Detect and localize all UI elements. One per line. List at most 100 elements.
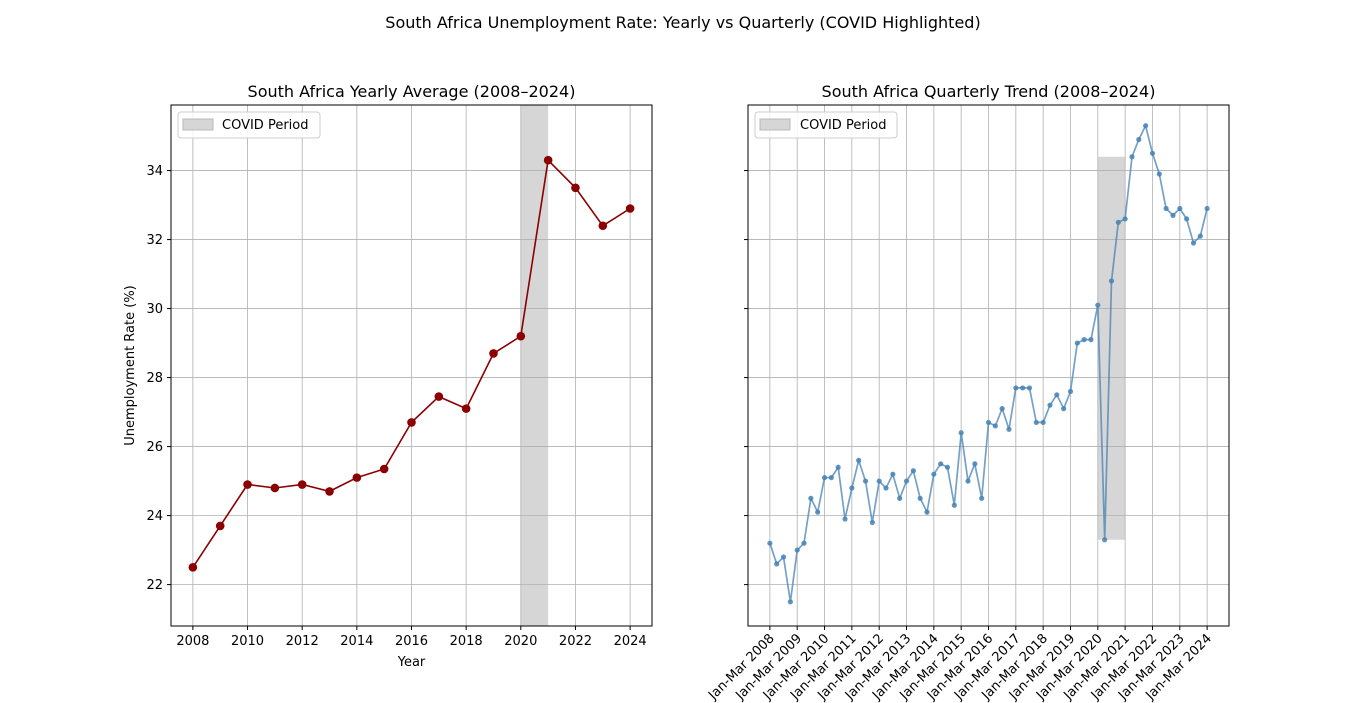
yearly-x-tick-label: 2008 bbox=[176, 634, 209, 649]
quarterly-legend-label: COVID Period bbox=[800, 118, 887, 133]
quarterly-data-point bbox=[767, 540, 773, 546]
quarterly-data-point bbox=[1177, 205, 1183, 212]
quarterly-data-point bbox=[869, 519, 875, 526]
quarterly-data-point bbox=[1156, 171, 1162, 177]
yearly-y-tick-label: 28 bbox=[146, 371, 163, 386]
quarterly-data-point bbox=[1006, 426, 1012, 432]
quarterly-data-point bbox=[924, 509, 930, 515]
quarterly-data-point bbox=[1204, 205, 1210, 212]
yearly-legend: COVID Period bbox=[177, 111, 321, 139]
quarterly-data-point bbox=[931, 471, 937, 477]
quarterly-data-point bbox=[1061, 406, 1067, 412]
yearly-data-point bbox=[571, 183, 580, 193]
yearly-data-point bbox=[379, 464, 389, 474]
yearly-chart-title: South Africa Yearly Average (2008–2024) bbox=[248, 82, 576, 101]
quarterly-data-point bbox=[1067, 388, 1074, 394]
quarterly-data-point bbox=[979, 495, 985, 501]
quarterly-data-point bbox=[1143, 123, 1149, 129]
quarterly-data-point bbox=[808, 495, 814, 501]
quarterly-data-point bbox=[1013, 385, 1019, 391]
quarterly-data-point bbox=[1108, 278, 1115, 284]
quarterly-data-point bbox=[972, 461, 978, 467]
quarterly-data-point bbox=[992, 423, 998, 429]
yearly-y-tick-label: 32 bbox=[146, 233, 163, 248]
yearly-y-tick-label: 34 bbox=[146, 164, 163, 179]
quarterly-data-point bbox=[862, 478, 869, 484]
quarterly-data-point bbox=[1081, 337, 1087, 343]
yearly-data-point bbox=[543, 155, 553, 165]
quarterly-data-point bbox=[938, 461, 944, 467]
quarterly-data-point bbox=[774, 561, 780, 567]
yearly-x-tick-label: 2014 bbox=[340, 634, 373, 649]
quarterly-data-point bbox=[1047, 402, 1053, 408]
quarterly-data-point bbox=[965, 478, 971, 484]
quarterly-data-point bbox=[1149, 150, 1156, 156]
quarterly-data-point bbox=[910, 468, 916, 474]
quarterly-data-point bbox=[1197, 233, 1203, 239]
quarterly-chart: South Africa Quarterly Trend (2008–2024)… bbox=[705, 82, 1230, 703]
quarterly-data-point bbox=[958, 430, 964, 436]
quarterly-data-point bbox=[951, 502, 957, 508]
quarterly-data-point bbox=[1136, 136, 1142, 143]
yearly-data-point bbox=[434, 392, 444, 401]
quarterly-data-point bbox=[1026, 385, 1033, 391]
yearly-data-point bbox=[407, 418, 416, 427]
yearly-x-tick-label: 2024 bbox=[614, 634, 647, 649]
quarterly-legend: COVID Period bbox=[754, 111, 898, 139]
quarterly-data-point bbox=[883, 485, 889, 491]
yearly-legend-swatch bbox=[182, 118, 214, 131]
yearly-data-point bbox=[270, 483, 280, 493]
yearly-legend-label: COVID Period bbox=[222, 118, 309, 133]
quarterly-data-point bbox=[835, 464, 841, 470]
quarterly-data-point bbox=[903, 478, 910, 484]
yearly-y-tick-label: 22 bbox=[146, 578, 163, 593]
quarterly-data-point bbox=[1088, 337, 1094, 343]
quarterly-data-point bbox=[849, 485, 855, 491]
yearly-y-tick-label: 24 bbox=[146, 509, 163, 524]
yearly-data-point bbox=[325, 487, 334, 496]
yearly-data-point bbox=[188, 563, 198, 572]
quarterly-data-point bbox=[876, 478, 882, 484]
quarterly-data-point bbox=[1020, 385, 1026, 391]
yearly-y-axis-label: Unemployment Rate (%) bbox=[123, 285, 138, 446]
yearly-y-tick-label: 30 bbox=[146, 302, 163, 317]
quarterly-data-point bbox=[780, 554, 787, 560]
yearly-data-point bbox=[516, 331, 526, 341]
quarterly-data-point bbox=[1170, 212, 1176, 219]
quarterly-data-point bbox=[1163, 205, 1169, 212]
quarterly-data-point bbox=[1115, 219, 1121, 225]
quarterly-legend-swatch bbox=[759, 118, 791, 131]
yearly-data-point bbox=[489, 349, 498, 358]
quarterly-data-point bbox=[1102, 537, 1108, 543]
quarterly-data-point bbox=[856, 457, 862, 463]
yearly-data-point bbox=[625, 204, 635, 213]
quarterly-data-point bbox=[1074, 340, 1080, 346]
quarterly-data-point bbox=[1033, 419, 1039, 426]
quarterly-data-point bbox=[897, 495, 903, 501]
yearly-x-tick-label: 2016 bbox=[395, 634, 428, 649]
yearly-chart: South Africa Yearly Average (2008–2024) … bbox=[123, 82, 653, 670]
quarterly-data-point bbox=[1122, 216, 1128, 222]
yearly-data-point bbox=[461, 404, 471, 413]
yearly-x-tick-label: 2010 bbox=[231, 634, 264, 649]
quarterly-data-point bbox=[821, 475, 828, 481]
quarterly-chart-title: South Africa Quarterly Trend (2008–2024) bbox=[822, 82, 1156, 101]
quarterly-data-point bbox=[801, 540, 807, 546]
yearly-x-tick-label: 2020 bbox=[504, 634, 537, 649]
quarterly-data-point bbox=[890, 471, 896, 477]
yearly-data-point bbox=[243, 480, 252, 489]
yearly-x-tick-label: 2022 bbox=[559, 634, 592, 649]
figure-suptitle: South Africa Unemployment Rate: Yearly v… bbox=[385, 13, 980, 32]
yearly-x-tick-label: 2018 bbox=[450, 634, 483, 649]
quarterly-covid-span bbox=[1097, 156, 1126, 540]
yearly-x-axis-label: Year bbox=[397, 655, 426, 670]
quarterly-data-point bbox=[944, 464, 951, 470]
quarterly-data-point bbox=[999, 406, 1005, 412]
yearly-y-tick-label: 26 bbox=[146, 440, 163, 455]
yearly-x-tick-label: 2012 bbox=[286, 634, 319, 649]
quarterly-data-point bbox=[985, 419, 992, 426]
yearly-data-point bbox=[215, 521, 225, 531]
quarterly-data-point bbox=[1095, 302, 1101, 308]
quarterly-data-point bbox=[828, 475, 834, 481]
